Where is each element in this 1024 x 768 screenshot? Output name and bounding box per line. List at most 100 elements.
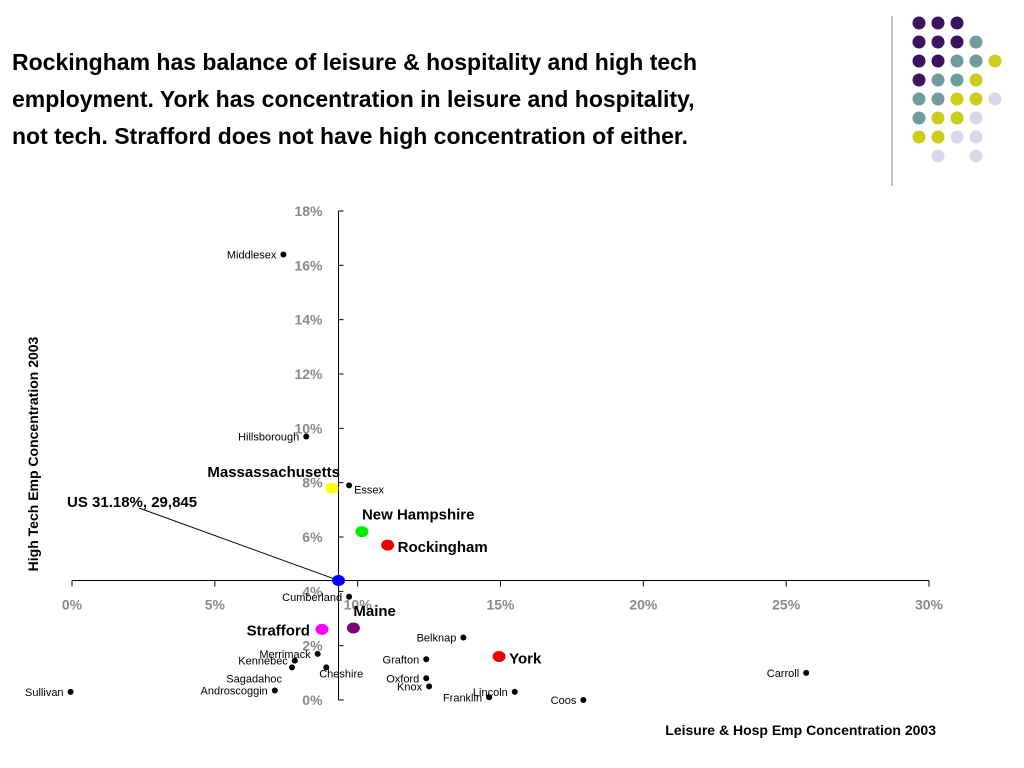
y-tick-label: 2% (302, 638, 323, 654)
label-sullivan: Sullivan (25, 687, 64, 699)
point-merrimack (314, 650, 321, 657)
y-tick-label: 8% (302, 475, 323, 491)
x-tick-label: 25% (772, 596, 801, 612)
y-tick-label: 16% (294, 257, 323, 273)
decor-dot (950, 73, 964, 87)
decor-dot (969, 54, 983, 68)
decorative-dot-grid (912, 16, 1002, 163)
decor-dot (950, 54, 964, 68)
point-lincoln (511, 688, 518, 695)
decor-dot (950, 35, 964, 49)
chart-points: Middlesex Hillsborough Essex Cumberland Belk… (25, 249, 810, 707)
y-tick-label: 12% (294, 366, 323, 382)
label-belknap: Belknap (417, 633, 457, 645)
point-new-hampshire (355, 526, 369, 538)
y-axis-title: High Tech Emp Concentration 2003 (25, 336, 41, 571)
point-oxford (423, 675, 430, 682)
label-york: York (509, 651, 542, 668)
annotation-leader-line (138, 507, 339, 581)
decor-dot (912, 130, 926, 144)
title-line-2: employment. York has concentration in le… (12, 86, 695, 112)
point-carroll (803, 669, 810, 676)
x-tick-label: 0% (62, 596, 83, 612)
decor-dot (969, 130, 983, 144)
x-tick-label: 5% (205, 596, 226, 612)
label-androscoggin: Androscoggin (201, 685, 268, 697)
point-knox (426, 683, 433, 690)
decor-dot (988, 54, 1002, 68)
x-tick-label: 15% (486, 596, 515, 612)
label-coos: Coos (551, 695, 577, 707)
decor-dot (931, 73, 945, 87)
label-franklin: Franklin (443, 692, 482, 704)
point-middlesex (280, 251, 287, 258)
point-massassachusetts (325, 482, 339, 494)
point-androscoggin (271, 687, 278, 694)
label-knox: Knox (397, 681, 423, 693)
x-tick-label: 10% (344, 596, 373, 612)
annotation-label: US 31.18%, 29,845 (67, 494, 197, 511)
label-hillsborough: Hillsborough (238, 431, 299, 443)
label-sagadahoc: Sagadahoc (226, 673, 282, 685)
decor-dot (912, 111, 926, 125)
title-line-1: Rockingham has balance of leisure & hosp… (12, 49, 698, 75)
label-cheshire: Cheshire (319, 668, 363, 680)
y-tick-label: 4% (302, 583, 323, 599)
decor-dot (931, 54, 945, 68)
label-strafford: Strafford (247, 622, 310, 639)
point-hillsborough (303, 433, 310, 440)
y-tick-label: 0% (302, 692, 323, 708)
label-essex: Essex (354, 484, 384, 496)
decor-dot (969, 149, 983, 163)
point-cumberland (346, 593, 353, 600)
chart-annotation: US 31.18%, 29,845 (67, 494, 339, 581)
point-essex (346, 482, 353, 489)
y-tick-label: 10% (294, 420, 323, 436)
point-belknap (460, 634, 467, 641)
decor-dot (950, 111, 964, 125)
slide-title: Rockingham has balance of leisure & hosp… (12, 44, 872, 155)
x-tick-label: 30% (915, 596, 944, 612)
label-merrimack: Merrimack (259, 649, 311, 661)
point-coos (580, 697, 587, 703)
decor-dot (931, 16, 945, 30)
decor-dot (969, 92, 983, 106)
label-rockingham: Rockingham (398, 539, 488, 556)
label-maine: Maine (353, 603, 396, 620)
y-tick-label: 18% (294, 203, 323, 219)
label-carroll: Carroll (767, 668, 799, 680)
label-new-hampshire: New Hampshire (362, 507, 475, 524)
x-tick-label: 20% (629, 596, 658, 612)
decor-dot (969, 73, 983, 87)
decor-dot (912, 16, 926, 30)
point-cheshire (323, 664, 330, 671)
point-rockingham (381, 539, 395, 551)
decor-dot (931, 92, 945, 106)
decor-dot (950, 130, 964, 144)
decor-dot (988, 92, 1002, 106)
point-us (332, 574, 346, 586)
decor-dot (912, 73, 926, 87)
decor-dot (912, 35, 926, 49)
decor-dot (912, 54, 926, 68)
chart-axes: 0% 5% 10% 15% 20% 25% 30% 0% 2% 4% 6% 8% 10% 12% 14% 16… (62, 203, 944, 708)
y-tick-label: 14% (294, 312, 323, 328)
decor-dot (931, 149, 945, 163)
decor-dot (969, 111, 983, 125)
y-tick-label: 6% (302, 529, 323, 545)
label-middlesex: Middlesex (227, 249, 277, 261)
point-sagadahoc (288, 664, 295, 671)
label-grafton: Grafton (383, 654, 420, 666)
decor-dot (950, 92, 964, 106)
decor-dot (931, 111, 945, 125)
x-axis-title: Leisure & Hosp Emp Concentration 2003 (665, 722, 936, 738)
decor-dot (969, 35, 983, 49)
title-line-3: not tech. Strafford does not have high c… (12, 123, 688, 149)
label-oxford: Oxford (386, 673, 419, 685)
point-sullivan (67, 688, 74, 695)
label-lincoln: Lincoln (473, 687, 508, 699)
point-strafford (315, 623, 329, 635)
decor-dot (950, 16, 964, 30)
label-kennebec: Kennebec (238, 656, 288, 668)
